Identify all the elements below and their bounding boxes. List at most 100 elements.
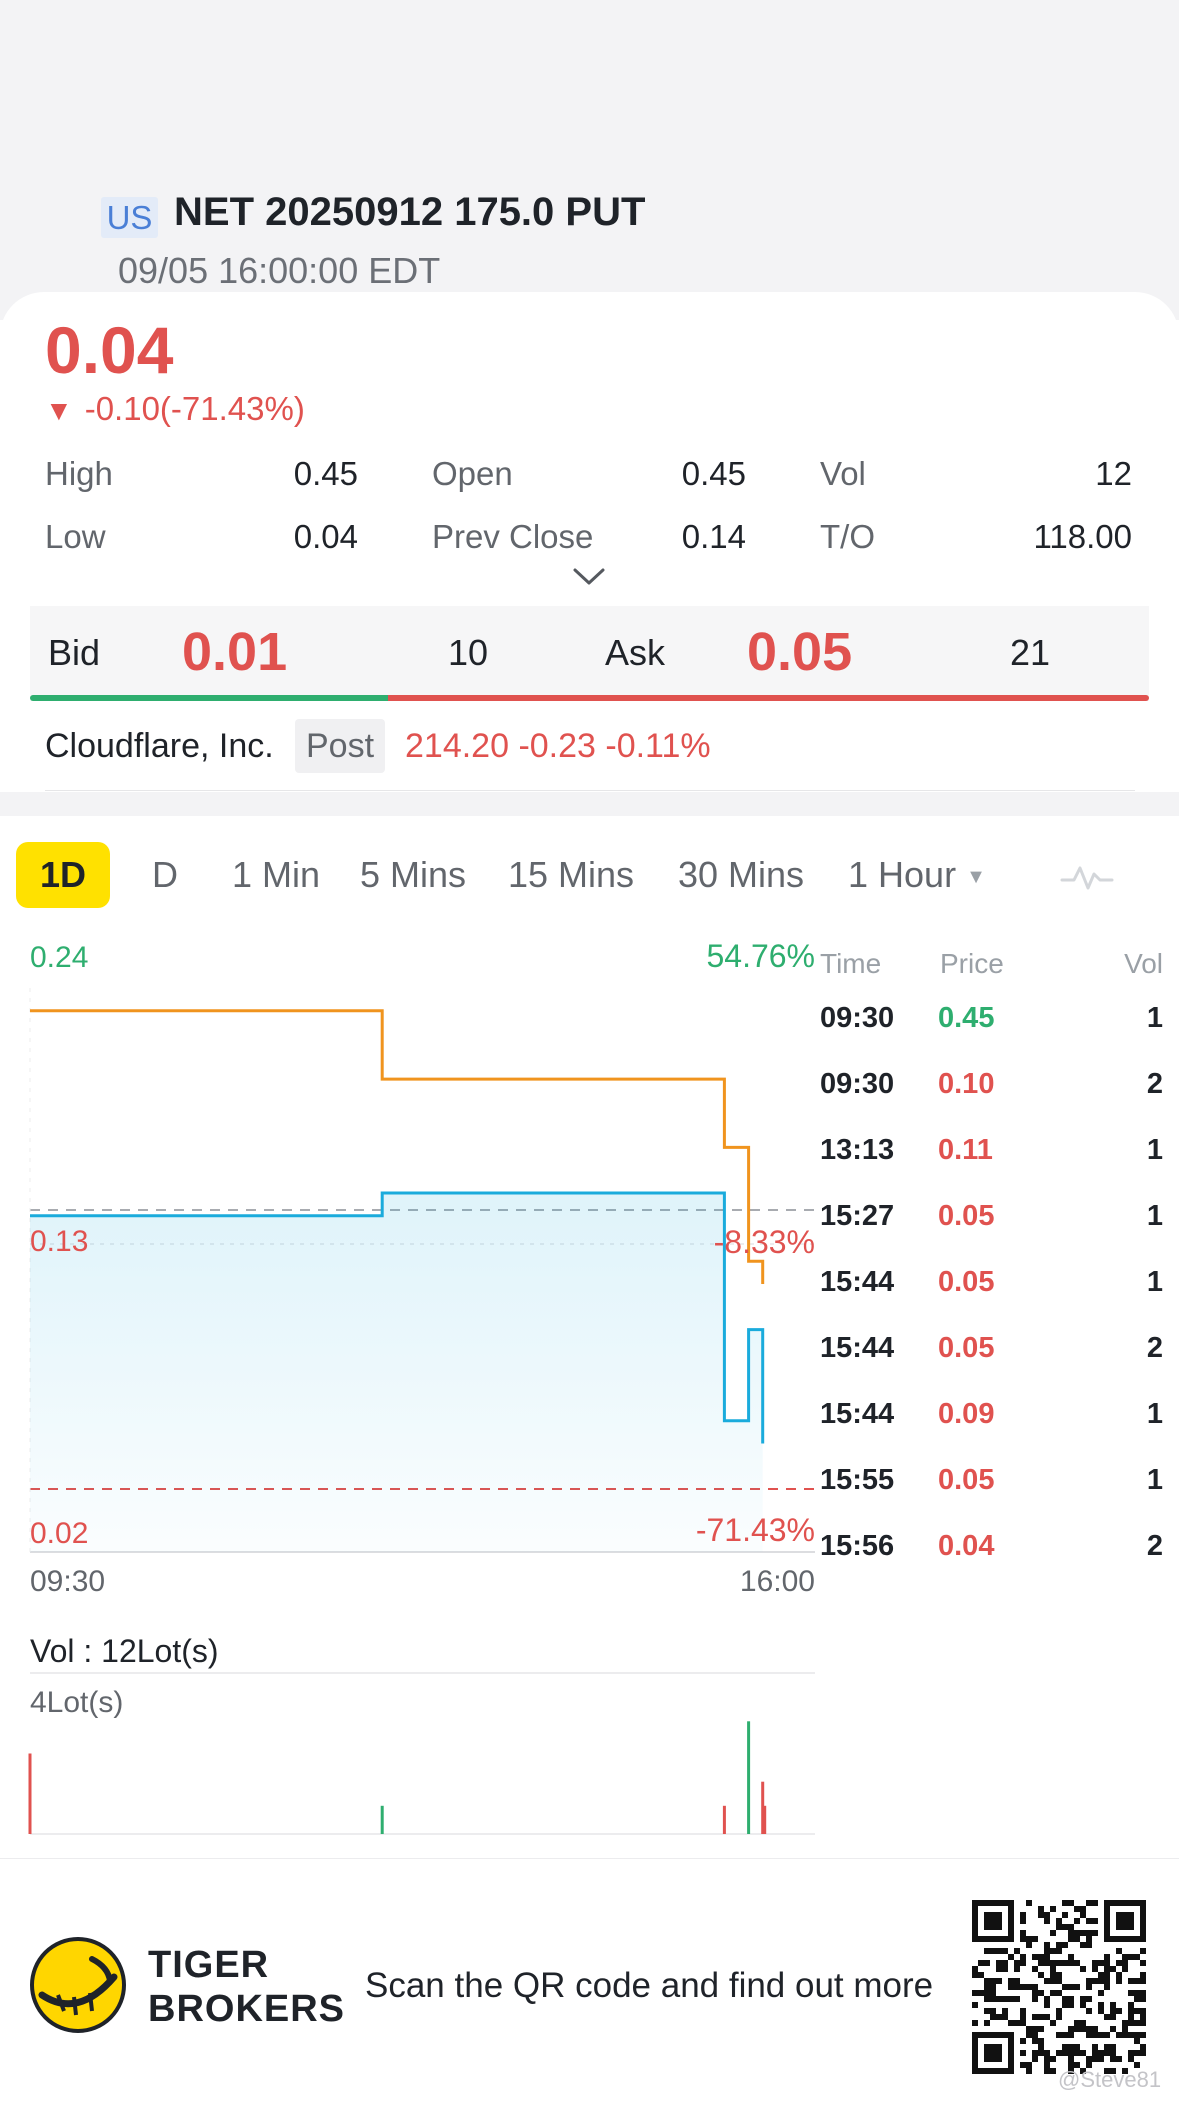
tab-1-hour-label: 1 Hour xyxy=(848,854,957,895)
high-value: 0.45 xyxy=(293,455,358,492)
scan-prompt: Scan the QR code and find out more xyxy=(365,1966,934,2005)
price-header: Price xyxy=(940,948,1004,979)
market-tag: US xyxy=(101,197,158,238)
trade-vol: 2 xyxy=(1146,1332,1163,1364)
option-price-line xyxy=(30,1191,765,1444)
trade-vol: 1 xyxy=(1146,1398,1163,1430)
volume-max-label: 4Lot(s) xyxy=(30,1686,123,1719)
trade-price: 0.04 xyxy=(938,1530,995,1562)
volume-bar xyxy=(28,1753,32,1834)
volume-bar xyxy=(380,1805,384,1834)
trade-vol: 1 xyxy=(1146,1266,1163,1298)
open-value: 0.45 xyxy=(681,455,746,492)
quote-time: 09/05 16:00:00 EDT xyxy=(118,250,441,291)
tab-1-min[interactable]: 1 Min xyxy=(232,854,321,895)
trade-row: 15:55 0.05 1 xyxy=(812,1464,1167,1530)
trade-time: 15:44 xyxy=(820,1398,895,1430)
trade-time: 15:27 xyxy=(820,1200,895,1232)
high-label: High xyxy=(45,455,113,492)
down-arrow-icon: ▼ xyxy=(45,395,73,426)
trade-time: 13:13 xyxy=(820,1134,895,1166)
bid-ask-panel xyxy=(30,606,1149,701)
trade-time: 09:30 xyxy=(820,1002,895,1034)
trade-price: 0.05 xyxy=(938,1464,995,1496)
ask-strength-bar xyxy=(388,695,1149,701)
trade-price: 0.11 xyxy=(938,1134,993,1166)
trade-row: 15:27 0.05 1 xyxy=(812,1200,1167,1266)
pct-top-label: 54.76% xyxy=(706,938,815,974)
x-axis-start-label: 09:30 xyxy=(30,1565,105,1598)
trade-vol: 1 xyxy=(1146,1134,1163,1166)
pct-bottom-label: -71.43% xyxy=(696,1512,815,1548)
trade-price: 0.05 xyxy=(938,1266,995,1298)
tab-30-mins[interactable]: 30 Mins xyxy=(678,854,805,895)
last-price: 0.04 xyxy=(45,313,174,387)
volume-bar xyxy=(747,1721,751,1834)
chevron-down-icon[interactable] xyxy=(572,566,606,588)
watermark: @Steve81 xyxy=(1058,2067,1162,2092)
tab-1-hour[interactable]: 1 Hour ▼ xyxy=(848,842,986,908)
tab-d[interactable]: D xyxy=(152,854,178,895)
brand-name-line2: BROKERS xyxy=(148,1988,346,2030)
trade-vol: 2 xyxy=(1146,1530,1163,1562)
price-area xyxy=(30,1193,763,1552)
tiger-logo-icon xyxy=(30,1937,126,2033)
ask-price: 0.05 xyxy=(747,622,853,682)
prev-close-value: 0.14 xyxy=(681,518,746,555)
volume-bar xyxy=(761,1781,765,1834)
divider xyxy=(45,790,1135,791)
trade-time: 15:44 xyxy=(820,1332,895,1364)
pct-mid-label: -8.33% xyxy=(714,1224,815,1260)
header-area xyxy=(0,0,1179,320)
contract-title: NET 20250912 175.0 PUT xyxy=(174,190,646,234)
tab-15-mins[interactable]: 15 Mins xyxy=(508,854,635,895)
trade-price: 0.05 xyxy=(938,1200,995,1232)
trade-row: 15:44 0.05 2 xyxy=(812,1332,1167,1398)
session-badge: Post xyxy=(295,719,386,773)
vol-value: 12 xyxy=(1095,455,1132,492)
volume-title: Vol : 12Lot(s) xyxy=(30,1633,219,1669)
trade-row: 09:30 0.10 2 xyxy=(812,1068,1167,1134)
caret-down-icon: ▼ xyxy=(966,866,986,889)
turnover-label: T/O xyxy=(820,518,875,555)
tab-1d[interactable]: 1D xyxy=(16,842,111,908)
ask-size: 21 xyxy=(1010,632,1051,673)
indicator-icon[interactable] xyxy=(1060,860,1114,894)
volume-bar xyxy=(763,1805,767,1834)
bid-strength-bar xyxy=(30,695,388,701)
trade-price: 0.45 xyxy=(938,1002,995,1034)
underlying-quote: 214.20 -0.23 -0.11% xyxy=(405,727,711,765)
trade-time: 09:30 xyxy=(820,1068,895,1100)
trade-vol: 1 xyxy=(1146,1200,1163,1232)
time-and-sales: Time Price Vol 09:30 0.45 1 09:30 0.10 2 13:13… xyxy=(812,948,1167,1582)
vol-label: Vol xyxy=(820,455,866,492)
trade-time: 15:55 xyxy=(820,1464,895,1496)
volume-bar xyxy=(722,1805,726,1834)
y-axis-mid-label: 0.13 xyxy=(30,1225,88,1258)
ask-label: Ask xyxy=(605,632,666,673)
turnover-value: 118.00 xyxy=(1033,518,1132,555)
trade-vol: 2 xyxy=(1146,1068,1163,1100)
trade-vol: 1 xyxy=(1146,1464,1163,1496)
open-label: Open xyxy=(432,455,513,492)
bid-size: 10 xyxy=(448,632,489,673)
trade-price: 0.05 xyxy=(938,1332,995,1364)
trade-price: 0.09 xyxy=(938,1398,995,1430)
brand-name-line1: TIGER xyxy=(148,1944,270,1986)
trade-row: 15:44 0.05 1 xyxy=(812,1266,1167,1332)
underlying-name[interactable]: Cloudflare, Inc. xyxy=(45,727,274,765)
intraday-chart[interactable]: 0.24 54.76% 0.13 -8.33% 0.02 -71.43% 09:… xyxy=(0,930,830,1840)
y-axis-bottom-label: 0.02 xyxy=(30,1517,88,1550)
section-gap xyxy=(0,792,1179,816)
tab-5-mins[interactable]: 5 Mins xyxy=(360,854,467,895)
prev-close-label: Prev Close xyxy=(432,518,594,555)
trade-time: 15:56 xyxy=(820,1530,895,1562)
qr-code[interactable] xyxy=(972,1900,1146,2074)
trade-row: 13:13 0.11 1 xyxy=(812,1134,1167,1200)
price-change-value: -0.10(-71.43%) xyxy=(84,390,305,427)
footer-divider xyxy=(0,1858,1179,1859)
time-header: Time xyxy=(820,948,882,979)
trade-time: 15:44 xyxy=(820,1266,895,1298)
bid-label: Bid xyxy=(48,632,101,673)
underlying-line xyxy=(30,1009,765,1284)
